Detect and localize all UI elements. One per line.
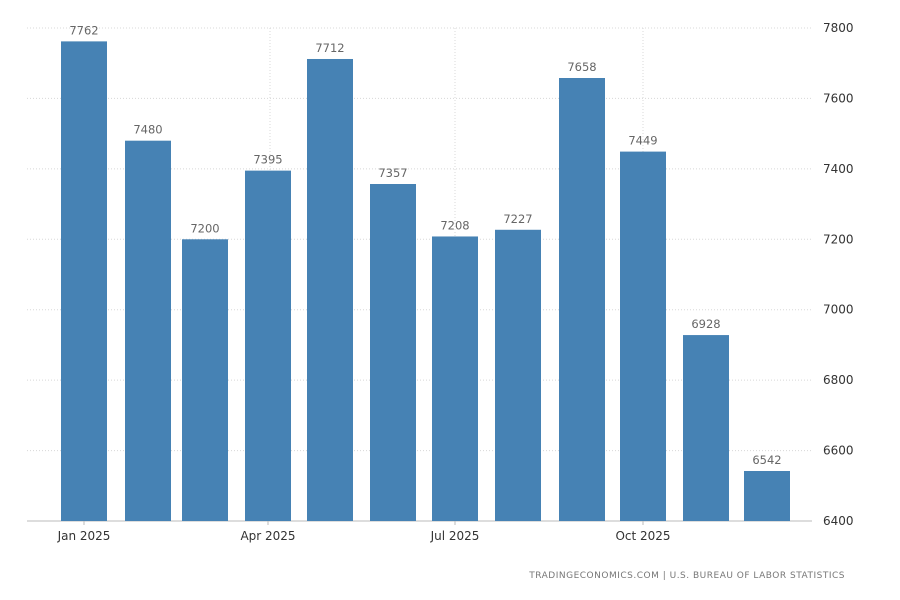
y-tick-label: 6400 — [823, 514, 854, 528]
bar-value-label: 7357 — [378, 166, 407, 180]
bar-8 — [495, 229, 541, 521]
x-axis-ticks: Jan 2025 Apr 2025 Jul 2025 Oct 2025 — [57, 521, 671, 543]
y-tick-label: 7000 — [823, 303, 854, 317]
bars — [61, 41, 790, 522]
bar-value-label: 7658 — [567, 60, 596, 74]
bar-value-label: 7227 — [503, 212, 532, 226]
y-tick-label: 7800 — [823, 21, 854, 35]
bar-12 — [744, 470, 790, 521]
bar-value-label: 7480 — [133, 123, 162, 137]
y-tick-label: 7200 — [823, 232, 854, 246]
y-tick-label: 7400 — [823, 162, 854, 176]
bar-5 — [307, 58, 353, 521]
bar-value-label: 7395 — [253, 153, 282, 167]
bar-1 — [61, 41, 107, 521]
x-tick-label: Apr 2025 — [240, 529, 295, 543]
bar-11 — [683, 335, 729, 521]
bar-7 — [432, 236, 478, 521]
bar-10 — [620, 151, 666, 521]
bar-value-label: 7712 — [315, 41, 344, 55]
bar-value-label: 7449 — [628, 134, 657, 148]
bar-6 — [370, 183, 416, 522]
source-attribution: TRADINGECONOMICS.COM | U.S. BUREAU OF LA… — [529, 571, 845, 581]
bar-9 — [559, 78, 605, 522]
x-tick-label: Jul 2025 — [430, 529, 480, 543]
bar-value-label: 7200 — [190, 221, 219, 235]
bar-3 — [182, 239, 228, 522]
y-tick-label: 7600 — [823, 91, 854, 105]
bar-value-label: 7208 — [440, 218, 469, 232]
y-tick-label: 6600 — [823, 444, 854, 458]
x-tick-label: Oct 2025 — [615, 529, 670, 543]
bar-2 — [125, 140, 171, 521]
bar-value-labels: 7762 7480 7200 7395 7712 7357 7208 7227 7658 7449… — [69, 23, 781, 467]
y-tick-label: 6800 — [823, 373, 854, 387]
bar-value-label: 7762 — [69, 23, 98, 37]
bar-value-label: 6928 — [691, 317, 720, 331]
y-axis-ticks: 6400 6600 6800 7000 7200 7400 7600 7800 — [823, 21, 854, 528]
bar-value-label: 6542 — [752, 453, 781, 467]
bar-4 — [245, 170, 291, 521]
x-tick-label: Jan 2025 — [57, 529, 111, 543]
